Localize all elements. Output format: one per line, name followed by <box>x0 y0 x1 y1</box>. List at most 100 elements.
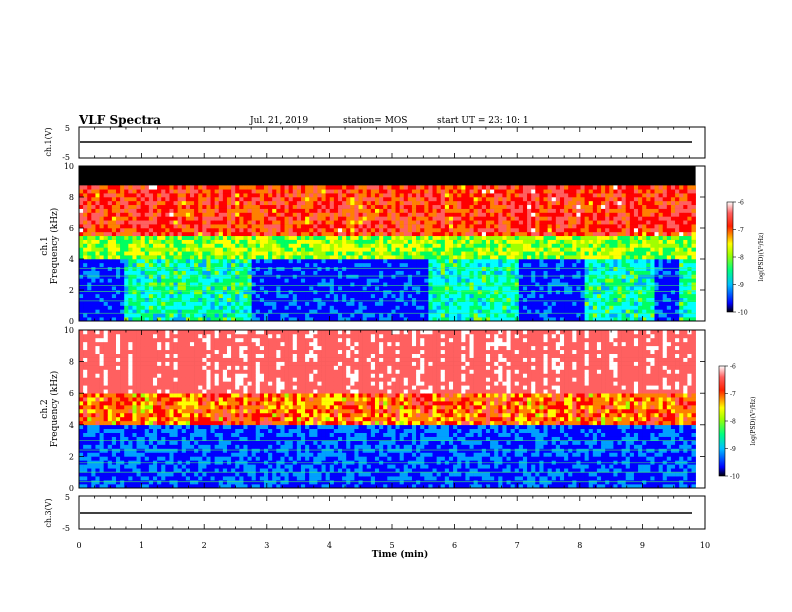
spectrogram-cell <box>629 309 635 314</box>
spectrogram-cell <box>280 297 285 302</box>
spectrogram-cell <box>485 228 491 233</box>
spectrogram-cell <box>206 309 211 314</box>
spectrogram-cell <box>218 262 224 268</box>
spectrogram-cell <box>169 204 174 209</box>
spectrogram-cell <box>79 309 84 314</box>
spectrogram-cell <box>383 305 388 310</box>
spectrogram-cell <box>346 290 351 295</box>
spectrogram-cell <box>514 189 520 194</box>
spectrogram-cell <box>551 204 557 209</box>
spectrogram-cell <box>288 309 294 314</box>
spectrogram-cell <box>638 262 643 268</box>
spectrogram-cell <box>91 193 96 198</box>
spectrogram-cell <box>572 255 577 260</box>
spectrogram-cell <box>576 243 581 248</box>
spectrogram-cell <box>87 297 92 302</box>
spectrogram-cell <box>407 309 413 314</box>
spectrogram-cell <box>107 239 113 244</box>
spectrogram-cell <box>91 313 96 318</box>
spectrogram-cell <box>535 208 540 213</box>
spectrogram-cell <box>111 193 117 198</box>
spectrogram-cell <box>144 313 150 318</box>
spectrogram-cell <box>379 189 384 194</box>
spectrogram-cell <box>140 212 146 217</box>
spectrogram-cell <box>268 231 273 237</box>
spectrogram-cell <box>543 286 548 291</box>
spectrogram-cell <box>358 270 363 275</box>
spectrogram-cell <box>551 212 557 217</box>
spectrogram-cell <box>420 266 425 271</box>
spectrogram-cell <box>555 185 561 190</box>
spectrogram-cell <box>189 208 195 213</box>
spectrogram-cell <box>605 293 610 299</box>
spectrogram-cell <box>469 317 474 322</box>
spectrogram-cell <box>374 278 380 283</box>
spectrogram-cell <box>601 309 606 314</box>
spectrogram-cell <box>189 301 195 306</box>
spectrogram-cell <box>465 189 470 194</box>
spectrogram-cell <box>387 212 392 217</box>
spectrogram-cell <box>132 243 137 248</box>
spectrogram-cell <box>165 313 170 318</box>
spectrogram-cell <box>444 262 450 268</box>
spectrogram-cell <box>522 193 528 198</box>
spectrogram-cell <box>280 200 285 206</box>
spectrogram-cell <box>189 309 195 314</box>
spectrogram-cell <box>617 204 622 209</box>
spectrogram-cell <box>194 309 199 314</box>
spectrogram-cell <box>547 208 553 213</box>
spectrogram-cell <box>288 301 294 306</box>
spectrogram-cell <box>374 293 380 299</box>
spectrogram-cell <box>152 189 158 194</box>
spectrogram-cell <box>263 301 269 306</box>
spectrogram-cell <box>399 290 405 295</box>
spectrogram-cell <box>317 197 322 202</box>
spectrogram-cell <box>559 231 565 237</box>
spectrogram-cell <box>325 220 331 225</box>
spectrogram-cell <box>235 212 240 217</box>
spectrogram-cell <box>387 286 392 291</box>
spectrogram-cell <box>584 197 590 202</box>
spectrogram-cell <box>132 270 137 275</box>
spectrogram-cell <box>239 274 244 279</box>
spectrogram-cell <box>625 262 631 268</box>
spectrogram-cell <box>259 231 265 237</box>
spectrogram-cell <box>350 278 355 283</box>
spectrogram-cell <box>399 200 405 206</box>
spectrogram-cell <box>568 224 573 229</box>
spectrogram-cell <box>305 247 310 252</box>
spectrogram-cell <box>506 313 511 318</box>
spectrogram-cell <box>300 216 306 221</box>
spectrogram-cell <box>268 297 273 302</box>
spectrogram-cell <box>157 297 162 302</box>
spectrogram-cell <box>527 313 532 318</box>
spectrogram-cell <box>144 301 150 306</box>
spectrogram-cell <box>592 216 598 221</box>
spectrogram-cell <box>202 297 207 302</box>
spectrogram-cell <box>325 235 331 240</box>
spectrogram-cell <box>280 305 285 310</box>
spectrogram-cell <box>477 247 483 252</box>
spectrogram-cell <box>522 189 528 194</box>
spectrogram-cell <box>91 317 96 322</box>
spectrogram-cell <box>103 255 109 260</box>
spectrogram-cell <box>194 293 199 299</box>
spectrogram-cell <box>243 266 248 271</box>
spectrogram-cell <box>633 278 639 283</box>
spectrogram-cell <box>165 262 170 268</box>
spectrogram-cell <box>551 317 557 322</box>
spectrogram-cell <box>609 231 614 237</box>
spectrogram-cell <box>633 189 639 194</box>
spectrogram-cell <box>617 235 622 240</box>
spectrogram-cell <box>83 317 88 322</box>
spectrogram-cell <box>362 239 368 244</box>
spectrogram-cell <box>317 266 322 271</box>
spectrogram-cell <box>370 255 376 260</box>
spectrogram-cell <box>198 274 203 279</box>
spectrogram-cell <box>592 301 598 306</box>
spectrogram-cell <box>276 243 281 248</box>
spectrogram-cell <box>346 278 351 283</box>
spectrogram-cell <box>498 231 503 237</box>
spectrogram-cell <box>490 193 495 198</box>
spectrogram-cell <box>481 185 487 190</box>
